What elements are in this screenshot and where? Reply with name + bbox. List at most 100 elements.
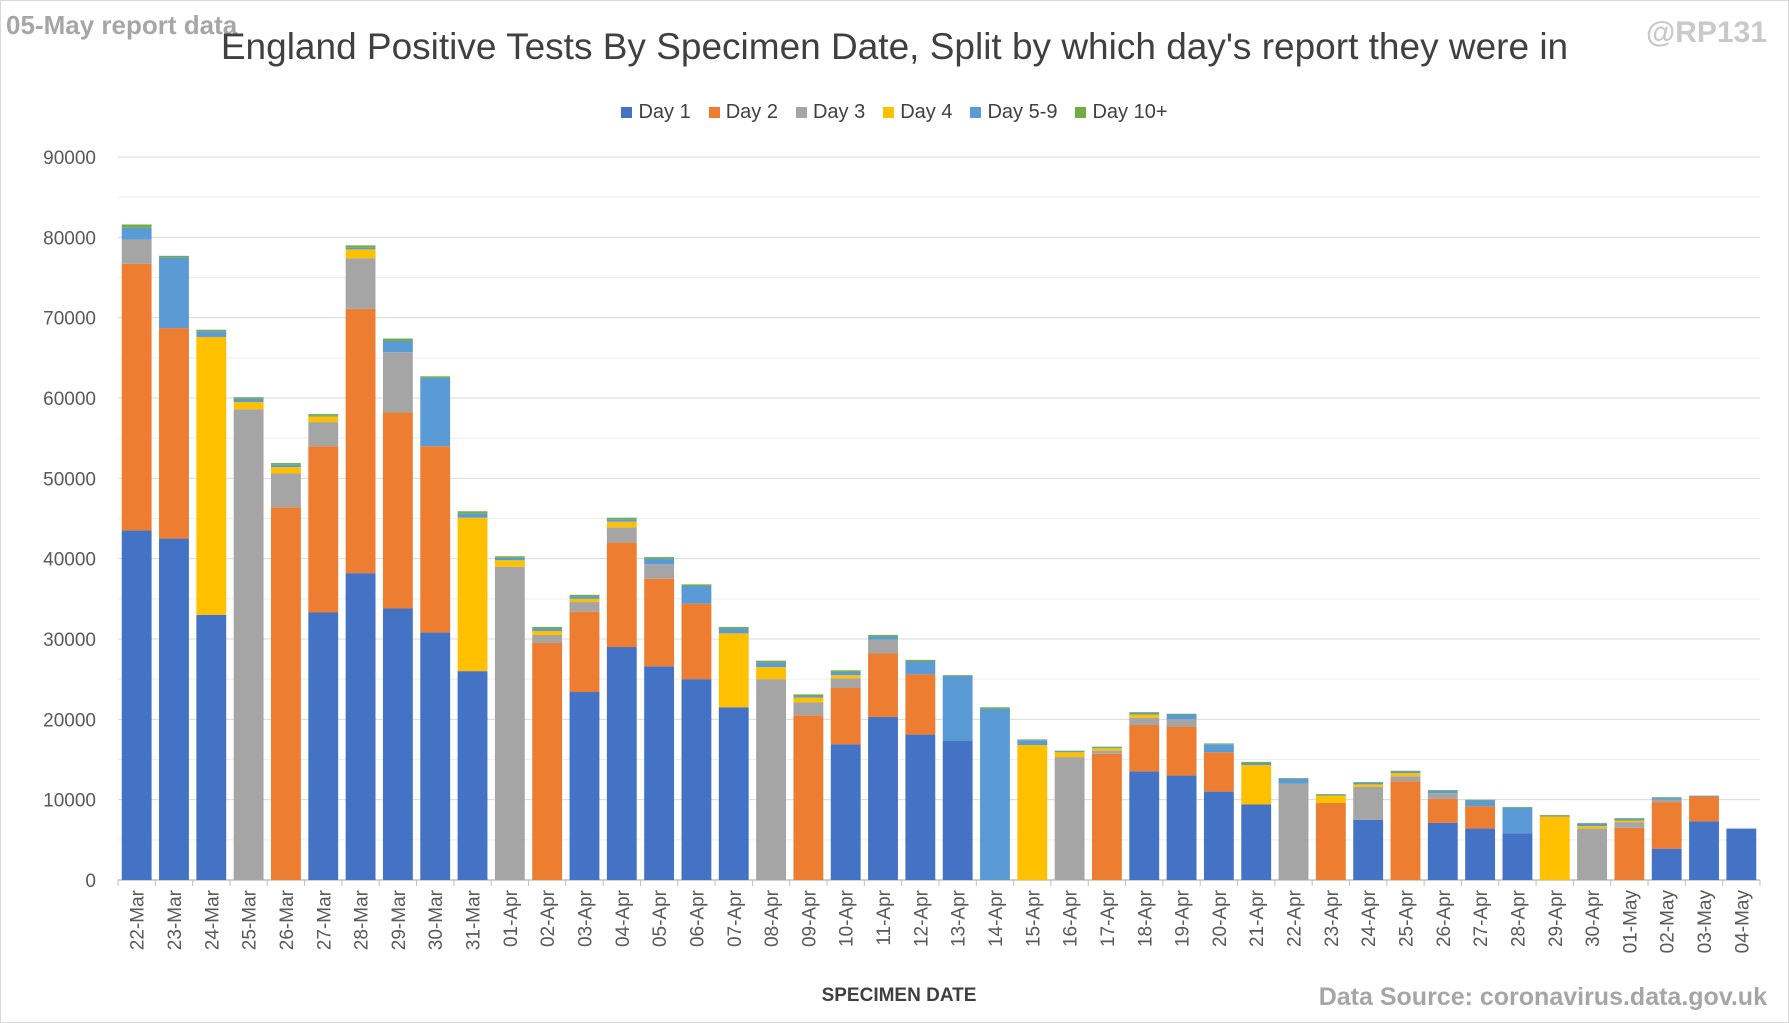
x-tick-label: 04-Apr <box>613 889 634 947</box>
bar-segment <box>121 224 152 228</box>
bar-segment <box>1092 747 1122 749</box>
bar-segment <box>1166 714 1197 720</box>
bar-segment <box>1465 800 1496 807</box>
bar-segment <box>1129 712 1160 713</box>
legend-item: Day 5-9 <box>970 101 1057 124</box>
bar-segment <box>382 608 413 880</box>
bar-segment <box>793 696 824 698</box>
bar-segment <box>1092 753 1122 880</box>
x-tick-label: 03-Apr <box>575 889 596 947</box>
x-tick-label: 24-Mar <box>202 889 223 950</box>
bar-segment <box>756 662 786 668</box>
bar-segment <box>420 446 451 633</box>
bar-segment <box>718 633 749 708</box>
bar-segment <box>121 227 152 240</box>
bar-segment <box>1539 815 1570 817</box>
bar-segment <box>569 598 600 603</box>
bar-segment <box>793 694 824 697</box>
bar-segment <box>1353 784 1384 787</box>
bar-segment <box>1129 717 1160 725</box>
bar-segment <box>1427 798 1458 823</box>
bar-segment <box>1315 795 1346 803</box>
bar-segment <box>308 415 339 417</box>
bar-segment <box>1166 719 1197 727</box>
bar-segment <box>905 661 936 675</box>
bar-segment <box>233 397 264 399</box>
bar-segment <box>1651 802 1682 849</box>
bar-segment <box>1539 814 1570 816</box>
bar-segment <box>1203 752 1234 792</box>
bar-segment <box>980 707 1010 709</box>
x-tick-label: 23-Mar <box>165 889 186 950</box>
x-tick-label: 13-Apr <box>949 889 970 947</box>
x-tick-label: 24-Apr <box>1359 889 1380 947</box>
legend-swatch <box>708 107 720 118</box>
x-tick-label: 02-Apr <box>538 889 559 947</box>
bar-segment <box>308 446 339 613</box>
bar-segment <box>1614 820 1645 823</box>
x-tick-label: 09-Apr <box>799 889 820 947</box>
bar-segment <box>980 708 1010 880</box>
bar-segment <box>1054 757 1085 880</box>
bar-segment <box>756 679 786 880</box>
bar-segment <box>1427 793 1458 799</box>
bar-segment <box>1129 712 1160 715</box>
bar-segment <box>644 564 675 579</box>
bar-segment <box>1465 828 1496 880</box>
bar-segment <box>1390 771 1421 774</box>
bar-segment <box>681 585 712 604</box>
bar-segment <box>159 257 189 329</box>
x-tick-label: 03-May <box>1695 890 1716 954</box>
bar-segment <box>606 647 637 880</box>
bar-segment <box>532 628 563 631</box>
bar-segment <box>942 675 973 742</box>
bar-segment <box>1502 833 1533 880</box>
legend-swatch <box>795 107 807 118</box>
y-axis-ticks: 0 10000 20000 30000 40000 50000 60000 70000 8000… <box>43 148 96 892</box>
x-tick-label: 01-Apr <box>501 889 522 947</box>
x-tick-label: 15-Apr <box>1023 889 1044 947</box>
x-tick-label: 05-Apr <box>650 889 671 947</box>
bar-segment <box>942 675 973 676</box>
bar-segment <box>1427 790 1458 791</box>
legend-label: Day 3 <box>812 101 866 123</box>
bar-segment <box>1614 822 1645 828</box>
bar-segment <box>830 670 861 672</box>
x-tick-label: 10-Apr <box>837 889 858 947</box>
bar-segment <box>718 707 749 880</box>
x-tick-label: 25-Mar <box>240 889 261 950</box>
bar-segment <box>905 674 936 735</box>
bar-segment <box>1129 771 1160 880</box>
legend-item: Day 4 <box>883 101 952 124</box>
bar-segment <box>121 239 152 264</box>
bar-segment <box>382 340 413 353</box>
x-axis-ticks: 22-Mar 23-Mar 24-Mar 25-Mar 26-Mar 27-Mar 28-M… <box>117 880 1761 954</box>
bar-segment <box>345 573 376 880</box>
bar-segment <box>233 402 264 410</box>
bar-segment <box>196 336 227 615</box>
y-tick-label: 50000 <box>43 469 96 490</box>
bar-segment <box>1577 822 1607 824</box>
bar-segment <box>1241 761 1272 764</box>
bar-segment <box>644 578 675 667</box>
bar-segment <box>233 398 264 403</box>
bar-segment <box>718 626 749 629</box>
legend-swatch <box>621 107 633 118</box>
x-tick-label: 12-Apr <box>911 889 932 947</box>
bar-segment <box>345 308 376 574</box>
bar-segment <box>308 416 339 423</box>
y-tick-label: 30000 <box>43 630 96 651</box>
bar-segment <box>1278 778 1309 784</box>
bar-segment <box>1203 791 1234 880</box>
bar-segment <box>1203 744 1234 753</box>
y-tick-label: 10000 <box>43 791 96 812</box>
bar-segment <box>1651 799 1682 803</box>
bar-segment <box>1614 818 1645 819</box>
bar-segment <box>606 519 637 522</box>
chart-title: England Positive Tests By Specimen Date,… <box>220 26 1569 67</box>
bar-segment <box>644 557 675 559</box>
bar-segment <box>1017 745 1048 880</box>
bar-segment <box>1390 781 1421 880</box>
bar-segment <box>271 473 301 508</box>
bar-segment <box>942 741 973 880</box>
